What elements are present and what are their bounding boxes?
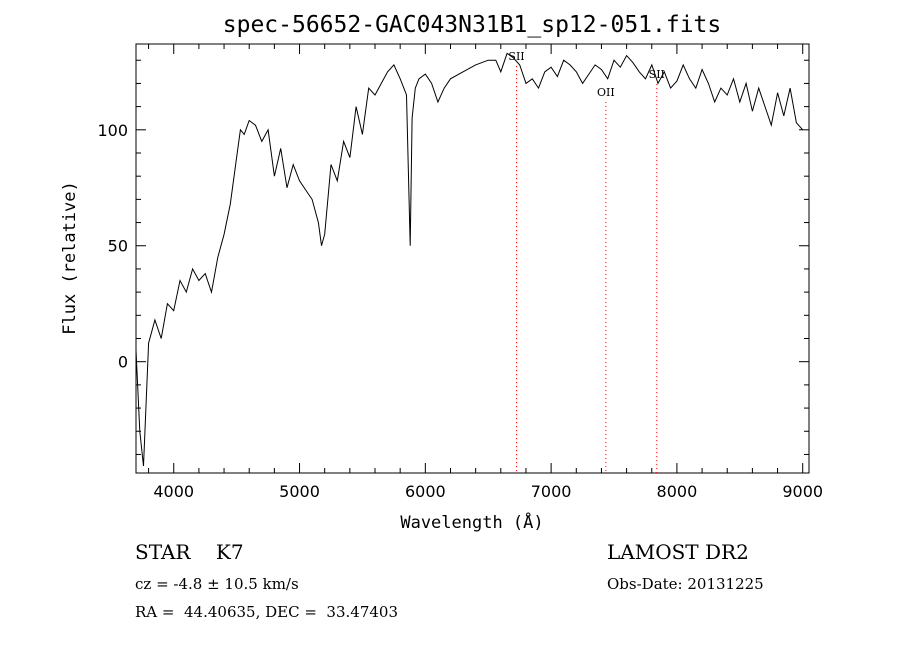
- y-tick-label: 0: [118, 353, 128, 372]
- x-tick-label: 9000: [782, 482, 823, 501]
- line-marker-label: OII: [597, 86, 615, 99]
- chart-title: spec-56652-GAC043N31B1_sp12-051.fits: [223, 12, 722, 38]
- redshift-info: cz = -4.8 ± 10.5 km/s: [135, 575, 299, 593]
- survey-name: LAMOST DR2: [607, 540, 749, 564]
- y-axis-ticks: 0 50 100: [97, 59, 809, 455]
- coordinates-info: RA = 44.40635, DEC = 33.47403: [135, 603, 399, 621]
- x-axis-label: Wavelength (Å): [400, 511, 543, 533]
- y-tick-label: 100: [97, 121, 128, 140]
- plot-frame: [135, 43, 810, 474]
- x-tick-label: 5000: [279, 482, 320, 501]
- x-tick-label: 8000: [657, 482, 698, 501]
- flux-series-line: [135, 52, 804, 467]
- line-marker-label: SII: [508, 50, 524, 63]
- y-tick-label: 50: [108, 237, 128, 256]
- x-tick-label: 6000: [405, 482, 446, 501]
- y-axis-label: Flux (relative): [60, 181, 80, 335]
- observation-date: Obs-Date: 20131225: [607, 575, 764, 593]
- object-class: STAR K7: [135, 540, 244, 564]
- x-tick-label: 7000: [531, 482, 572, 501]
- x-axis-ticks: 4000 5000 6000 7000 8000 9000: [148, 44, 823, 501]
- x-tick-label: 4000: [153, 482, 194, 501]
